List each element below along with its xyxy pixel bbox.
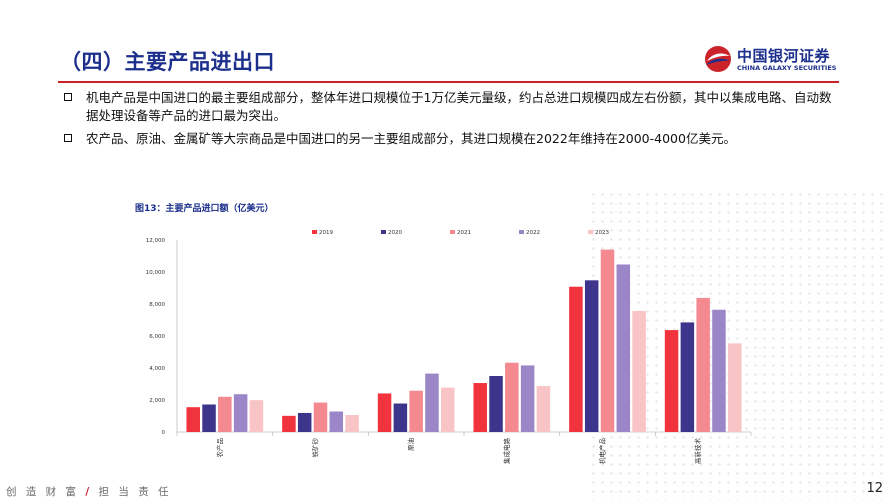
- bar: [409, 390, 423, 432]
- bar: [313, 402, 328, 432]
- bar: [249, 400, 264, 432]
- y-tick-label: 2,000: [149, 398, 165, 404]
- y-tick-label: 12,000: [146, 238, 166, 244]
- logo-english-name: CHINA GALAXY SECURITIES: [737, 64, 837, 72]
- bar: [696, 297, 710, 432]
- legend-label: 2021: [457, 230, 471, 236]
- x-tick-label: 原油: [406, 438, 415, 451]
- legend-label: 2022: [526, 230, 540, 236]
- legend-swatch: [381, 230, 386, 234]
- bar: [505, 362, 519, 432]
- galaxy-logo-icon: [705, 46, 731, 72]
- bar: [233, 394, 248, 432]
- y-tick-label: 10,000: [146, 270, 166, 276]
- bar: [282, 415, 296, 432]
- bar: [664, 330, 679, 432]
- bar: [186, 407, 200, 432]
- bar: [632, 311, 646, 432]
- slogan-slash: /: [85, 486, 93, 498]
- bar: [377, 393, 392, 432]
- legend-swatch: [519, 230, 524, 234]
- bar: [218, 396, 232, 432]
- bar: [680, 322, 695, 432]
- x-tick-label: 高新技术: [693, 438, 702, 465]
- bar: [345, 415, 359, 432]
- x-tick-label: 集成电路: [502, 438, 511, 465]
- bar: [520, 365, 535, 432]
- x-tick-label: 铁矿砂: [311, 438, 320, 458]
- y-tick-label: 8,000: [149, 302, 165, 308]
- legend-label: 2019: [319, 230, 333, 236]
- legend-label: 2020: [388, 230, 402, 236]
- x-tick-label: 机电产品: [598, 438, 607, 464]
- company-logo: 中国银河证券 CHINA GALAXY SECURITIES: [703, 44, 883, 76]
- bar: [569, 286, 583, 432]
- bar: [616, 264, 631, 432]
- square-bullet-icon: [64, 93, 72, 101]
- header-divider: [58, 81, 839, 83]
- page-title: （四）主要产品进出口: [60, 50, 275, 74]
- bar: [489, 376, 503, 432]
- bar: [536, 386, 551, 432]
- y-tick-label: 4,000: [149, 366, 165, 372]
- figure-title: 图13：主要产品进口额（亿美元）: [135, 204, 274, 214]
- bar: [329, 411, 344, 432]
- square-bullet-icon: [64, 134, 72, 142]
- bar: [712, 309, 726, 432]
- legend-label: 2023: [595, 230, 609, 236]
- bar: [441, 387, 455, 432]
- bullet-text: 机电产品是中国进口的最主要组成部分，整体年进口规模位于1万亿美元量级，约占总进口…: [86, 90, 832, 123]
- bar: [297, 412, 312, 432]
- bar: [393, 403, 408, 432]
- y-tick-label: 6,000: [149, 334, 165, 340]
- bar: [425, 373, 439, 432]
- slogan-left: 创 造 财 富: [6, 486, 80, 498]
- bullet-item: 农产品、原油、金属矿等大宗商品是中国进口的另一主要组成部分，其进口规模在2022…: [64, 130, 839, 148]
- y-tick-label: 0: [162, 430, 166, 436]
- bar: [728, 343, 742, 432]
- logo-chinese-name: 中国银河证券: [737, 47, 831, 65]
- bar: [600, 249, 615, 432]
- page-number: 12: [866, 481, 883, 496]
- bar: [202, 404, 216, 432]
- slogan-right: 担 当 责 任: [98, 486, 172, 498]
- legend-swatch: [312, 230, 317, 234]
- bullet-text: 农产品、原油、金属矿等大宗商品是中国进口的另一主要组成部分，其进口规模在2022…: [86, 131, 736, 146]
- legend-swatch: [588, 230, 593, 234]
- bar: [473, 383, 487, 432]
- footer-slogan: 创 造 财 富 / 担 当 责 任: [6, 484, 172, 499]
- x-tick-label: 农产品: [215, 438, 224, 458]
- bullet-item: 机电产品是中国进口的最主要组成部分，整体年进口规模位于1万亿美元量级，约占总进口…: [64, 89, 839, 125]
- legend-swatch: [450, 230, 455, 234]
- bullet-list: 机电产品是中国进口的最主要组成部分，整体年进口规模位于1万亿美元量级，约占总进口…: [64, 89, 839, 153]
- bar: [584, 280, 599, 432]
